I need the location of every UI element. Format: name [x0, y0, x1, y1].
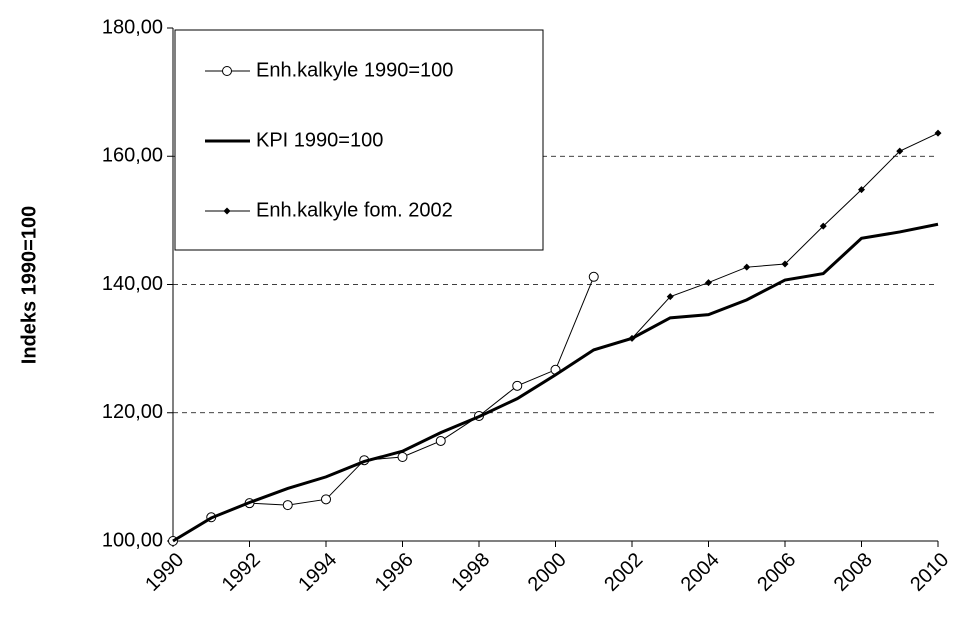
point	[781, 260, 789, 268]
series-line	[172, 276, 595, 542]
legend-marker	[223, 207, 231, 215]
x-tick-label: 1990	[141, 549, 188, 596]
point	[819, 222, 827, 230]
point	[628, 334, 636, 342]
legend-label: Enh.kalkyle fom. 2002	[256, 199, 453, 221]
x-tick-label: 1998	[447, 549, 494, 596]
legend-label: KPI 1990=100	[256, 129, 383, 151]
x-tick-label: 2010	[906, 549, 953, 596]
y-tick-label: 100,00	[102, 529, 163, 551]
y-tick-label: 180,00	[102, 16, 163, 38]
point	[321, 494, 331, 505]
y-tick-label: 160,00	[102, 145, 163, 167]
x-tick-label: 2006	[753, 549, 800, 596]
x-tick-label: 2002	[600, 549, 647, 596]
point	[435, 435, 446, 446]
y-tick-label: 120,00	[102, 401, 163, 423]
point	[934, 129, 942, 137]
point	[896, 147, 904, 155]
point	[705, 279, 712, 287]
y-tick-label: 140,00	[102, 273, 163, 295]
x-tick-label: 1994	[294, 549, 341, 596]
point	[397, 451, 408, 462]
x-tick-label: 2008	[830, 549, 877, 596]
point	[858, 186, 865, 194]
x-tick-label: 1996	[371, 549, 418, 596]
legend-marker	[222, 66, 232, 76]
x-tick-label: 2004	[677, 549, 724, 596]
series-line	[172, 222, 939, 543]
x-tick-label: 2000	[524, 549, 571, 596]
y-axis-label: Indeks 1990=100	[18, 206, 40, 364]
point	[588, 271, 599, 282]
point	[743, 263, 751, 271]
point	[512, 380, 523, 391]
legend-label: Enh.kalkyle 1990=100	[256, 59, 453, 81]
series-line	[631, 132, 939, 339]
point	[666, 293, 674, 301]
point	[282, 500, 293, 511]
x-tick-label: 1992	[218, 549, 265, 596]
